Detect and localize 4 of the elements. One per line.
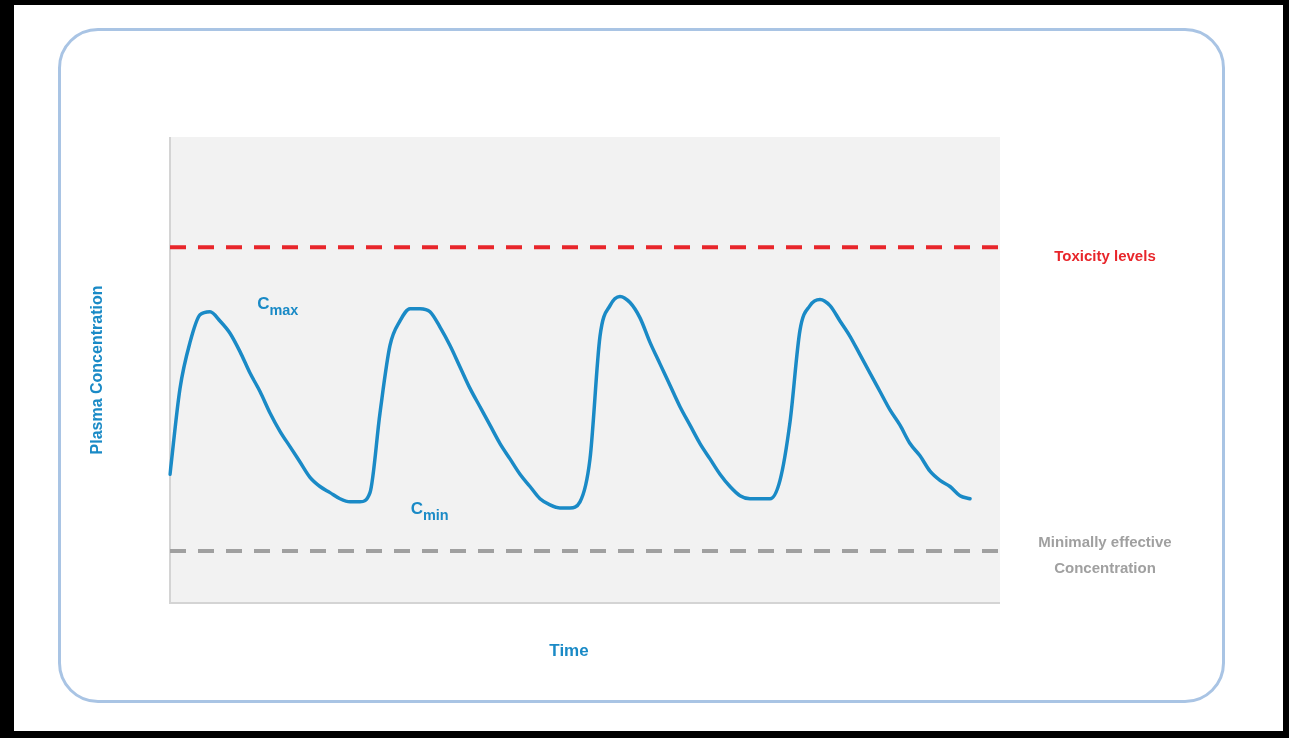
y-axis-title: Plasma Concentration [88, 285, 106, 455]
x-axis-title: Time [549, 640, 589, 660]
ref-line-label: Toxicity levels [1054, 246, 1156, 264]
ref-line-label: Minimally effective Concentration [1038, 533, 1172, 577]
